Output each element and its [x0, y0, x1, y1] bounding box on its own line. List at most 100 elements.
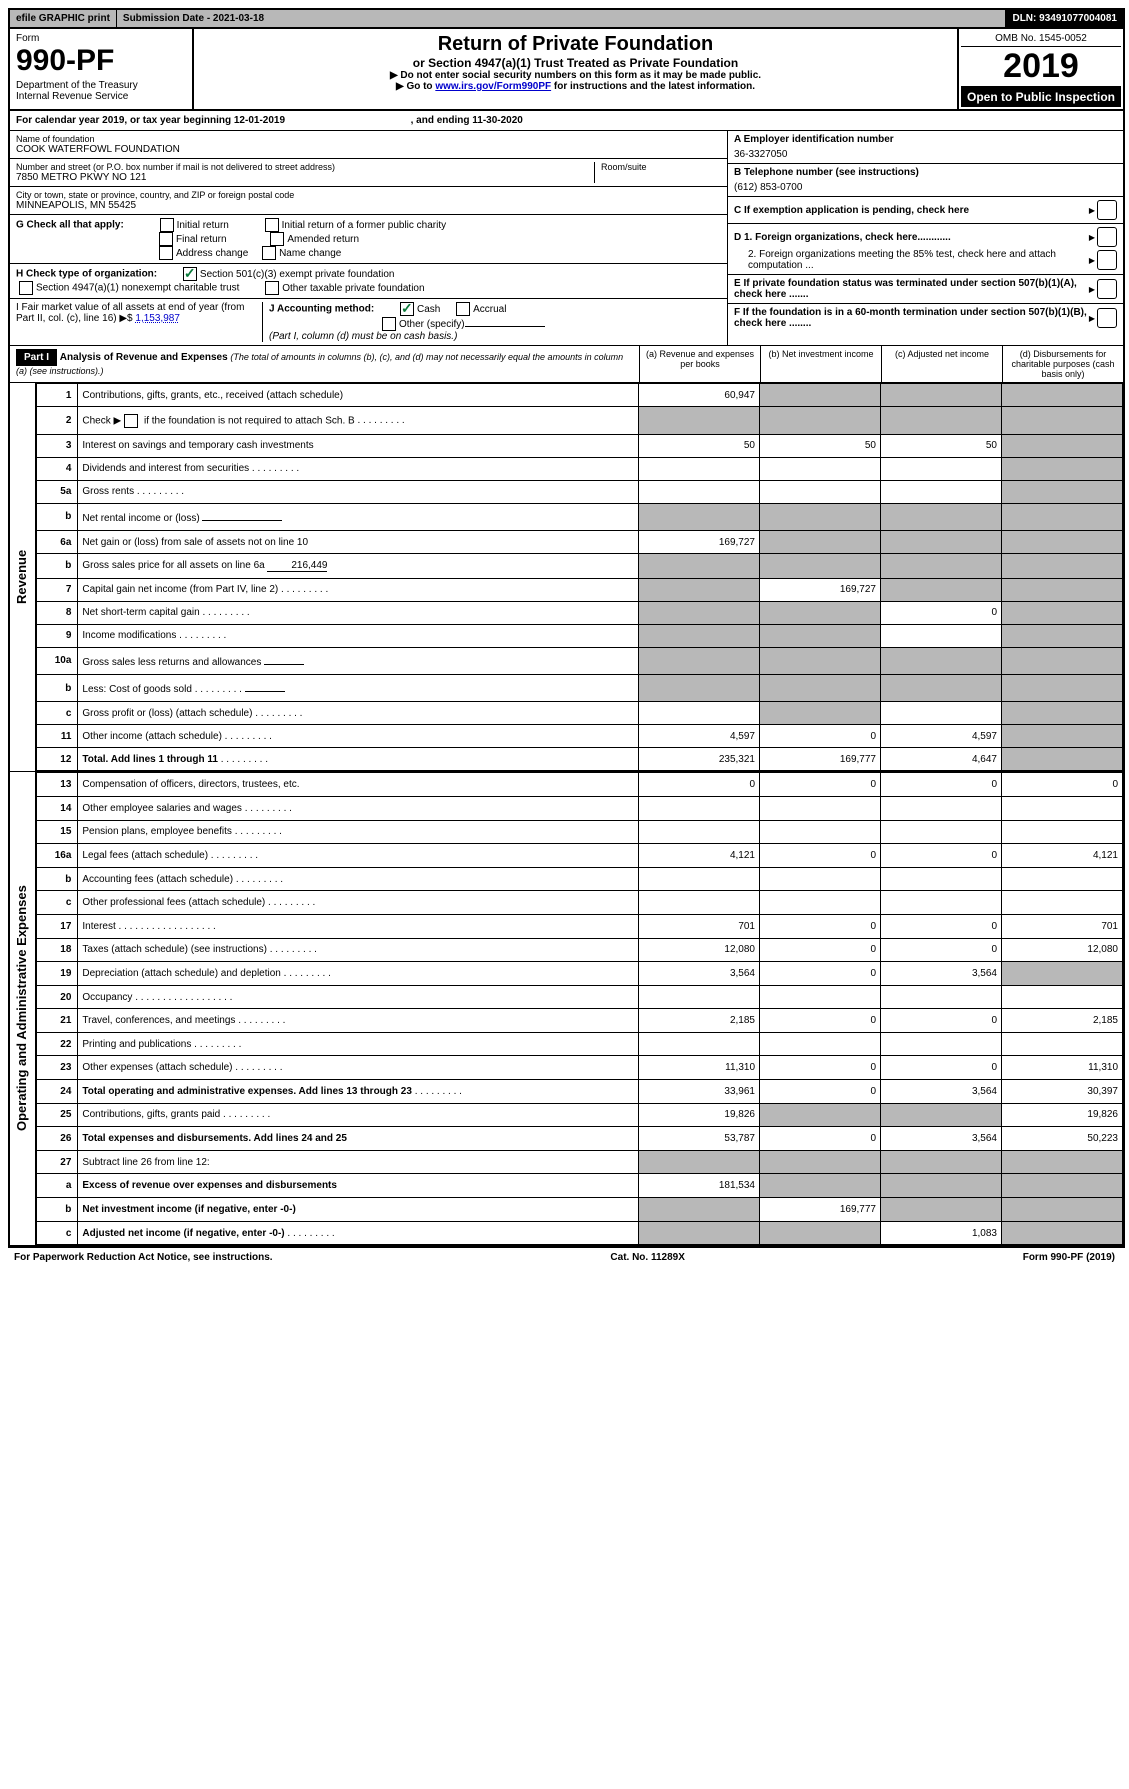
info-left: Name of foundation COOK WATERFOWL FOUNDA…	[10, 131, 727, 345]
initial-former-checkbox[interactable]	[265, 218, 279, 232]
table-row: 5aGross rents	[37, 480, 1123, 503]
info-grid: Name of foundation COOK WATERFOWL FOUNDA…	[10, 131, 1123, 346]
efile-label[interactable]: efile GRAPHIC print	[10, 10, 117, 27]
footer-left: For Paperwork Reduction Act Notice, see …	[14, 1252, 273, 1263]
title-box: Return of Private Foundation or Section …	[194, 29, 959, 109]
amended-return-checkbox[interactable]	[270, 232, 284, 246]
table-row: bNet rental income or (loss)	[37, 503, 1123, 530]
initial-return-checkbox[interactable]	[160, 218, 174, 232]
irs-label: Internal Revenue Service	[16, 91, 186, 102]
table-row: 26Total expenses and disbursements. Add …	[37, 1127, 1123, 1151]
dept-label: Department of the Treasury	[16, 80, 186, 91]
d-check-row: D 1. Foreign organizations, check here..…	[728, 224, 1123, 275]
footer-right: Form 990-PF (2019)	[1023, 1252, 1115, 1263]
d2-checkbox[interactable]	[1097, 250, 1117, 270]
foundation-name: COOK WATERFOWL FOUNDATION	[16, 144, 721, 155]
instr-2-post: for instructions and the latest informat…	[551, 81, 755, 92]
revenue-label: Revenue	[10, 383, 33, 771]
j-other-checkbox[interactable]	[382, 317, 396, 331]
sch-b-checkbox[interactable]	[124, 414, 138, 428]
form-box: Form 990-PF Department of the Treasury I…	[10, 29, 194, 109]
cal-year-text: For calendar year 2019, or tax year begi…	[16, 115, 285, 126]
table-row: 16aLegal fees (attach schedule)4,121004,…	[37, 844, 1123, 868]
table-row: 14Other employee salaries and wages	[37, 796, 1123, 820]
c-checkbox[interactable]	[1097, 200, 1117, 220]
col-b-hdr: (b) Net investment income	[760, 346, 881, 382]
table-row: 25Contributions, gifts, grants paid19,82…	[37, 1103, 1123, 1127]
footer-mid: Cat. No. 11289X	[610, 1252, 684, 1263]
e-checkbox[interactable]	[1097, 279, 1117, 299]
h-501c3-checkbox[interactable]	[183, 267, 197, 281]
top-bar: efile GRAPHIC print Submission Date - 20…	[10, 10, 1123, 29]
address-cell: Number and street (or P.O. box number if…	[10, 159, 727, 187]
footer: For Paperwork Reduction Act Notice, see …	[8, 1248, 1121, 1267]
table-row: 8Net short-term capital gain0	[37, 601, 1123, 624]
i-j-cell: I Fair market value of all assets at end…	[10, 299, 727, 345]
initial-former-label: Initial return of a former public charit…	[282, 220, 447, 231]
table-row: cOther professional fees (attach schedul…	[37, 891, 1123, 915]
i-label: I Fair market value of all assets at end…	[16, 302, 244, 324]
table-row: 9Income modifications	[37, 624, 1123, 647]
part1-header-row: Part I Analysis of Revenue and Expenses …	[10, 346, 1123, 383]
name-change-label: Name change	[279, 248, 341, 259]
info-right: A Employer identification number 36-3327…	[727, 131, 1123, 345]
table-row: 24Total operating and administrative exp…	[37, 1080, 1123, 1104]
revenue-section: Revenue 1Contributions, gifts, grants, e…	[10, 383, 1123, 772]
final-return-label: Final return	[176, 234, 227, 245]
j-accrual-label: Accrual	[473, 304, 506, 315]
table-row: 7Capital gain net income (from Part IV, …	[37, 578, 1123, 601]
revenue-sidebar: Revenue	[10, 383, 36, 771]
j-accrual-checkbox[interactable]	[456, 302, 470, 316]
calendar-year-row: For calendar year 2019, or tax year begi…	[10, 111, 1123, 131]
table-row: 20Occupancy	[37, 985, 1123, 1009]
table-row: 18Taxes (attach schedule) (see instructi…	[37, 938, 1123, 962]
j-label: J Accounting method:	[269, 304, 374, 315]
h-4947-checkbox[interactable]	[19, 281, 33, 295]
c-label: C If exemption application is pending, c…	[734, 205, 969, 216]
open-inspection: Open to Public Inspection	[961, 87, 1121, 107]
table-row: bLess: Cost of goods sold	[37, 674, 1123, 701]
table-row: 3Interest on savings and temporary cash …	[37, 434, 1123, 457]
e-label: E If private foundation status was termi…	[734, 278, 1077, 300]
f-label: F If the foundation is in a 60-month ter…	[734, 307, 1087, 329]
d1-label: D 1. Foreign organizations, check here..…	[734, 232, 951, 243]
table-row: 2Check ▶ if the foundation is not requir…	[37, 407, 1123, 434]
phone-cell: B Telephone number (see instructions) (6…	[728, 164, 1123, 197]
form-label: Form	[16, 33, 186, 44]
check-g-cell: G Check all that apply: Initial return I…	[10, 215, 727, 264]
foundation-name-cell: Name of foundation COOK WATERFOWL FOUNDA…	[10, 131, 727, 159]
expenses-table: 13Compensation of officers, directors, t…	[36, 772, 1123, 1245]
table-row: bNet investment income (if negative, ent…	[37, 1198, 1123, 1222]
table-row: bGross sales price for all assets on lin…	[37, 554, 1123, 578]
dln-label: DLN: 93491077004081	[1006, 10, 1123, 27]
i-value: 1,153,987	[135, 313, 180, 324]
h-other-label: Other taxable private foundation	[282, 283, 424, 294]
addr-change-checkbox[interactable]	[159, 246, 173, 260]
table-row: 17Interest70100701	[37, 914, 1123, 938]
form-link[interactable]: www.irs.gov/Form990PF	[435, 81, 551, 92]
tax-year: 2019	[961, 47, 1121, 87]
name-change-checkbox[interactable]	[262, 246, 276, 260]
addr-label: Number and street (or P.O. box number if…	[16, 162, 594, 172]
f-check-row: F If the foundation is in a 60-month ter…	[728, 304, 1123, 332]
ein-value: 36-3327050	[734, 149, 1117, 160]
h-501c3-label: Section 501(c)(3) exempt private foundat…	[200, 269, 395, 280]
c-check-row: C If exemption application is pending, c…	[728, 197, 1123, 224]
expenses-sidebar: Operating and Administrative Expenses	[10, 772, 36, 1245]
d1-checkbox[interactable]	[1097, 227, 1117, 247]
table-row: cAdjusted net income (if negative, enter…	[37, 1221, 1123, 1245]
form-number: 990-PF	[16, 44, 186, 78]
table-row: cGross profit or (loss) (attach schedule…	[37, 702, 1123, 725]
h-other-checkbox[interactable]	[265, 281, 279, 295]
city-label: City or town, state or province, country…	[16, 190, 721, 200]
j-cash-checkbox[interactable]	[400, 302, 414, 316]
phone-value: (612) 853-0700	[734, 182, 1117, 193]
f-checkbox[interactable]	[1097, 308, 1117, 328]
city-cell: City or town, state or province, country…	[10, 187, 727, 215]
table-row: 22Printing and publications	[37, 1032, 1123, 1056]
col-a-hdr: (a) Revenue and expenses per books	[639, 346, 760, 382]
header-row: Form 990-PF Department of the Treasury I…	[10, 29, 1123, 111]
j-cash-label: Cash	[417, 304, 440, 315]
final-return-checkbox[interactable]	[159, 232, 173, 246]
ein-label: A Employer identification number	[734, 134, 894, 145]
